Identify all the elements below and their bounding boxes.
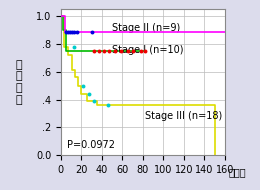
Text: Stage III (n=18): Stage III (n=18) [145,111,222,121]
Text: Stage I (n=10): Stage I (n=10) [112,45,184,55]
Point [70,30,74,33]
Point [139,49,143,52]
Point [106,104,110,107]
Y-axis label: 累
積
生
存: 累 積 生 存 [16,60,23,105]
Point [75,30,79,33]
Point [68,30,72,33]
Point [119,49,124,52]
Point [102,49,106,52]
Text: （月）: （月） [228,167,246,177]
Point [113,49,117,52]
Point [92,49,96,52]
Point [72,30,76,33]
Point [107,49,111,52]
Point [64,30,68,33]
Point [66,30,70,33]
Point [90,30,94,33]
Point [87,93,91,96]
Point [143,49,147,52]
Text: Stage II (n=9): Stage II (n=9) [112,23,180,33]
Point [97,49,101,52]
Point [72,45,76,48]
Point [81,84,86,87]
Text: P=0.0972: P=0.0972 [67,140,115,150]
Point [126,49,130,52]
Point [131,49,135,52]
Point [92,100,96,103]
